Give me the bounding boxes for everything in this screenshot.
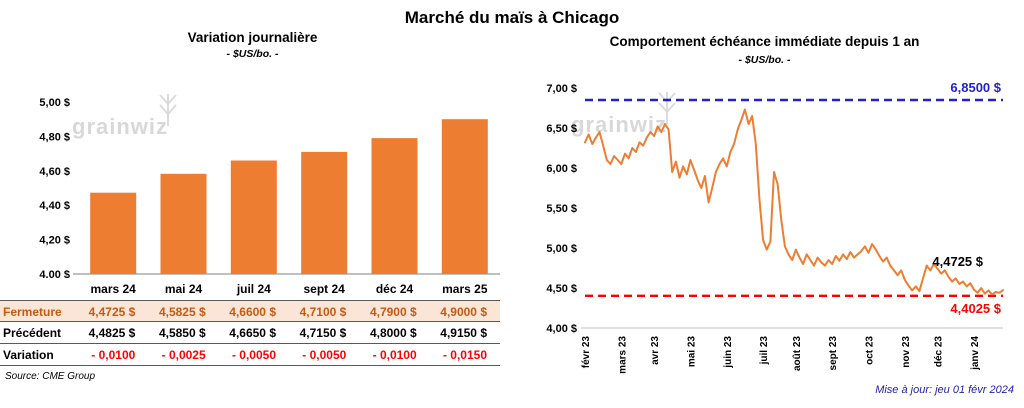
front-month-panel: Comportement échéance immédiate depuis 1… <box>505 28 1024 396</box>
table-cell: 4,6600 $ <box>218 300 289 322</box>
row-label: Fermeture <box>0 300 78 322</box>
line-xtick-label: avr 23 <box>650 336 661 365</box>
table-cell: 4,5825 $ <box>148 300 219 322</box>
bar-mai 24 <box>160 173 207 274</box>
bar-ytick-label: 4,20 $ <box>39 235 70 247</box>
line-xtick-label: févr 23 <box>581 336 592 369</box>
last-price-label: 4,4725 $ <box>932 254 983 269</box>
line-xtick-label: juil 23 <box>759 336 770 366</box>
bar-chart-subtitle: - $US/bo. - <box>226 48 279 60</box>
line-xtick-label: mai 23 <box>686 336 697 368</box>
line-xtick-label: déc 23 <box>934 336 945 368</box>
table-cell: 4,9000 $ <box>429 300 500 322</box>
line-xtick-label: janv 24 <box>970 336 981 371</box>
table-cell: 4,7900 $ <box>359 300 430 322</box>
table-cell: 4,4725 $ <box>78 300 149 322</box>
column-header: mars 25 <box>442 282 488 296</box>
bar-juil 24 <box>230 160 277 274</box>
line-ytick-label: 4,50 $ <box>546 283 577 295</box>
corner-cell <box>0 278 78 300</box>
table-cell: - 0,0025 <box>148 344 219 366</box>
panels: Variation journalière - $US/bo. - grainw… <box>0 28 1024 396</box>
svg-text:grainwiz: grainwiz <box>72 114 168 139</box>
line-xtick-label: sept 23 <box>828 336 839 371</box>
wheat-stalk-icon <box>658 92 676 124</box>
page-title: Marché du maïs à Chicago <box>404 8 620 27</box>
table-cell: - 0,0150 <box>429 344 500 366</box>
column-header: sept 24 <box>303 282 345 296</box>
table-cell: 4,8000 $ <box>359 322 430 344</box>
daily-variation-panel: Variation journalière - $US/bo. - grainw… <box>0 28 505 382</box>
table-cell: 4,7150 $ <box>289 322 360 344</box>
bar-ytick-label: 4,60 $ <box>39 166 70 178</box>
line-ytick-label: 4,00 $ <box>546 323 577 335</box>
line-ytick-label: 6,00 $ <box>546 163 577 175</box>
bar-déc 24 <box>371 138 418 274</box>
line-ytick-label: 6,50 $ <box>546 123 577 135</box>
line-chart-title: Comportement échéance immédiate depuis 1… <box>609 34 920 49</box>
line-xtick-label: août 23 <box>792 336 803 371</box>
high-label: 6,8500 $ <box>950 80 1001 95</box>
grainwiz-watermark: grainwiz <box>72 94 177 139</box>
wheat-stalk-icon <box>159 94 177 126</box>
line-xtick-label: juin 23 <box>723 336 734 369</box>
table-cell: 4,5850 $ <box>148 322 219 344</box>
table-cell: 4,6650 $ <box>218 322 289 344</box>
table-cell: 4,9150 $ <box>429 322 500 344</box>
row-label: Précédent <box>0 322 78 344</box>
line-ytick-label: 7,00 $ <box>546 83 577 95</box>
table-cell: - 0,0050 <box>218 344 289 366</box>
line-xtick-label: oct 23 <box>865 336 876 365</box>
source-note: Source: CME Group <box>5 371 96 382</box>
bar-ytick-label: 4,00 $ <box>39 269 70 278</box>
price-table: mars 24 mai 24 juil 24 sept 24 déc 24 mars 25… <box>0 278 500 366</box>
table-cell: 4,4825 $ <box>78 322 149 344</box>
row-label: Variation <box>0 344 78 366</box>
line-ytick-label: 5,50 $ <box>546 203 577 215</box>
column-header: mai 24 <box>164 282 203 296</box>
bar-ytick-label: 5,00 $ <box>39 97 70 109</box>
price-line <box>584 108 1004 296</box>
low-label: 4,4025 $ <box>950 301 1001 316</box>
bar-mars 24 <box>90 192 137 274</box>
column-header: juil 24 <box>236 282 271 296</box>
bar-mars 25 <box>441 119 488 274</box>
table-cell: - 0,0050 <box>289 344 360 366</box>
line-xtick-label: mars 23 <box>617 336 628 374</box>
column-header: mars 24 <box>90 282 136 296</box>
line-ytick-label: 5,00 $ <box>546 243 577 255</box>
bar-ytick-label: 4,40 $ <box>39 200 70 212</box>
bar-ytick-label: 4,80 $ <box>39 131 70 143</box>
line-xtick-label: nov 23 <box>901 336 912 368</box>
line-chart-subtitle: - $US/bo. - <box>738 54 791 66</box>
table-cell: - 0,0100 <box>78 344 149 366</box>
updated-note: Mise à jour: jeu 01 févr 2024 <box>875 384 1014 396</box>
bar-sept 24 <box>301 151 348 274</box>
column-header: déc 24 <box>375 282 414 296</box>
daily-variation-bar-chart: grainwiz 4,00 $ 4,20 $ 4,40 $ 4,60 $ 4,80 $ 5,… <box>39 94 500 278</box>
table-cell: 4,7100 $ <box>289 300 360 322</box>
table-cell: - 0,0100 <box>359 344 430 366</box>
bar-chart-title: Variation journalière <box>187 30 318 45</box>
